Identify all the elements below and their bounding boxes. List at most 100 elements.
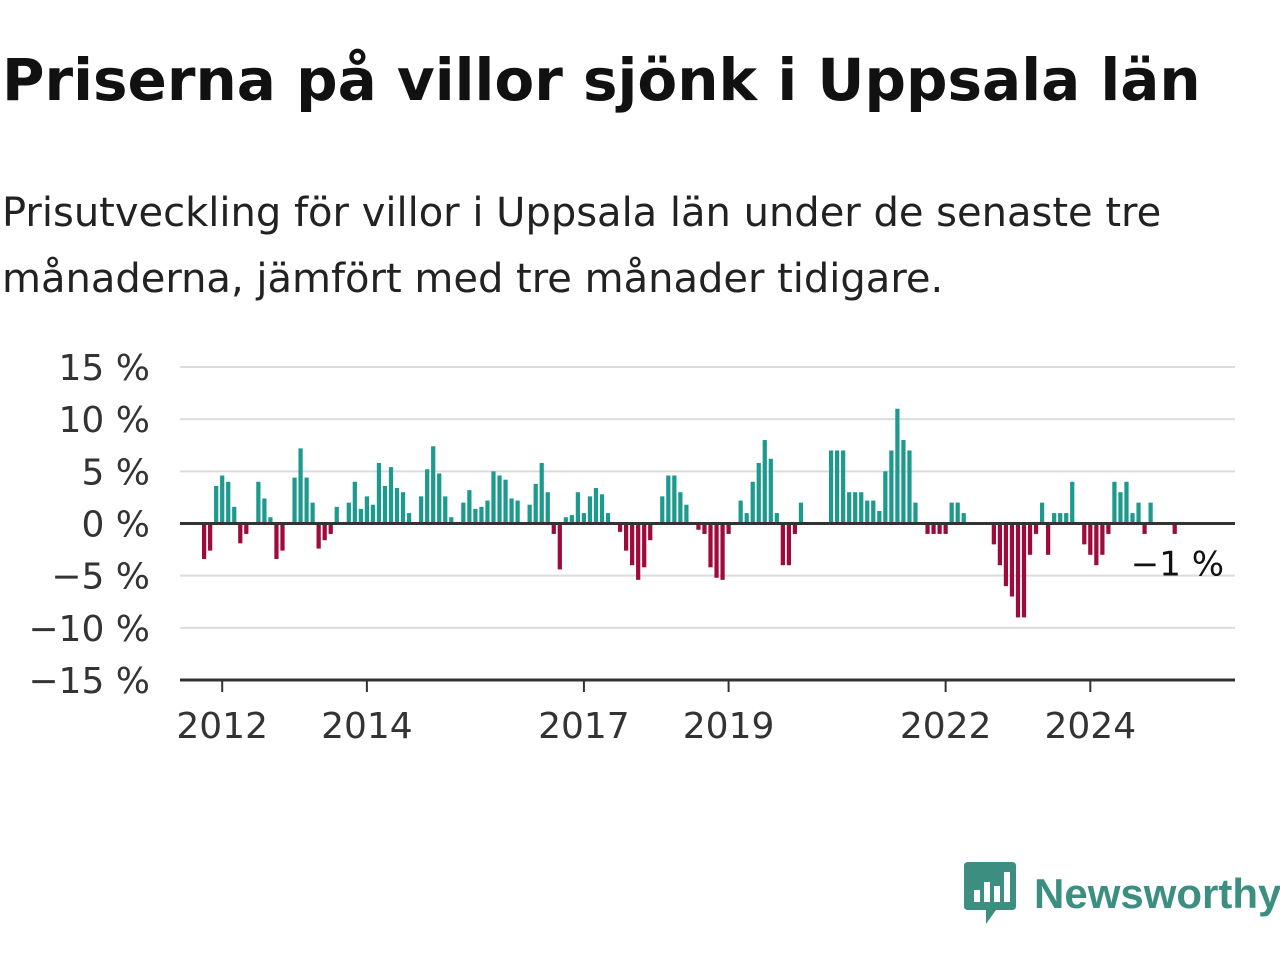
bar: [744, 513, 749, 524]
bar: [376, 462, 382, 524]
bar: [1064, 513, 1069, 524]
bar: [660, 496, 665, 524]
bar: [334, 506, 339, 524]
bar: [1009, 523, 1015, 597]
bar: [720, 523, 725, 580]
x-tick-label: 2019: [683, 706, 775, 747]
bar: [575, 492, 580, 524]
bar: [780, 523, 785, 566]
bar: [214, 485, 219, 524]
annotations: −1 %: [1131, 545, 1224, 585]
bar: [726, 523, 731, 534]
y-tick-label: −5 %: [51, 557, 150, 598]
x-tick-label: 2022: [900, 706, 992, 747]
bar: [859, 492, 864, 524]
bar: [1027, 523, 1033, 555]
bar: [847, 492, 852, 524]
bar: [955, 502, 960, 524]
newsworthy-logo[interactable]: Newsworthy: [964, 862, 1280, 926]
bar: [388, 467, 394, 524]
bar: [599, 494, 605, 524]
bar: [593, 488, 599, 524]
bar: [527, 504, 532, 524]
bar: [437, 473, 442, 524]
bar: [1100, 523, 1105, 555]
bar: [865, 500, 870, 524]
bar: [533, 483, 538, 524]
bar: [425, 469, 430, 524]
bar-chart: 15 %10 %5 %0 %−5 %−10 %−15 % 2012 2014 201…: [28, 348, 1235, 747]
bar: [961, 513, 966, 524]
bar: [322, 523, 327, 541]
bar: [925, 523, 930, 534]
bar: [208, 523, 213, 551]
bar: [949, 502, 954, 524]
bar: [473, 508, 478, 524]
bar: [1082, 523, 1087, 545]
bar: [485, 500, 490, 524]
bar: [835, 450, 840, 524]
x-tick-label: 2012: [176, 706, 268, 747]
bar: [539, 462, 544, 524]
y-tick-label: −15 %: [28, 661, 150, 702]
gridlines: [180, 366, 1235, 629]
bar: [1124, 481, 1129, 524]
bar: [617, 523, 623, 532]
bar: [792, 523, 798, 534]
x-tick-label: 2017: [538, 706, 630, 747]
bar: [328, 523, 333, 534]
y-tick-label: 15 %: [59, 348, 150, 389]
bar: [1070, 481, 1075, 524]
bar: [750, 481, 755, 524]
bar: [382, 485, 388, 524]
bar: [762, 440, 767, 524]
bar: [678, 492, 683, 524]
bar: [1094, 523, 1099, 566]
bar: [292, 477, 297, 524]
bar: [419, 496, 424, 524]
bar: [624, 523, 629, 551]
bar: [352, 481, 357, 524]
bar: [1106, 523, 1111, 534]
bar: [370, 504, 376, 524]
bar: [449, 517, 454, 524]
bar: [569, 515, 574, 524]
bar: [648, 523, 653, 541]
bar: [943, 523, 948, 534]
bar: [798, 502, 804, 524]
bar: [467, 490, 472, 524]
bar: [431, 446, 436, 524]
bar: [304, 477, 309, 524]
bar: [238, 523, 243, 544]
bar: [841, 450, 846, 524]
bar: [1130, 513, 1135, 524]
bar: [509, 498, 514, 524]
y-tick-label: 5 %: [81, 452, 150, 493]
bar: [244, 523, 249, 534]
bar: [262, 498, 267, 524]
bar: [545, 492, 550, 524]
bar: [684, 504, 689, 524]
bar: [786, 523, 791, 566]
bar: [714, 523, 719, 578]
x-tick-label: 2014: [321, 706, 413, 747]
bar: [563, 517, 568, 524]
bar: [883, 471, 888, 524]
bar: [503, 479, 508, 524]
bar: [358, 508, 363, 524]
bar: [1142, 523, 1147, 534]
bar: [997, 523, 1002, 566]
bar: [232, 506, 237, 524]
bar: [672, 475, 677, 524]
bar: [581, 513, 587, 524]
bar: [394, 488, 400, 524]
y-tick-label: 0 %: [81, 505, 150, 546]
bar: [853, 492, 858, 524]
y-tick-label: −10 %: [28, 609, 150, 650]
bar: [828, 450, 834, 524]
axes: [180, 522, 1235, 692]
bar: [756, 462, 761, 524]
bar: [895, 408, 900, 524]
bar: [913, 502, 918, 524]
bar: [696, 523, 701, 530]
